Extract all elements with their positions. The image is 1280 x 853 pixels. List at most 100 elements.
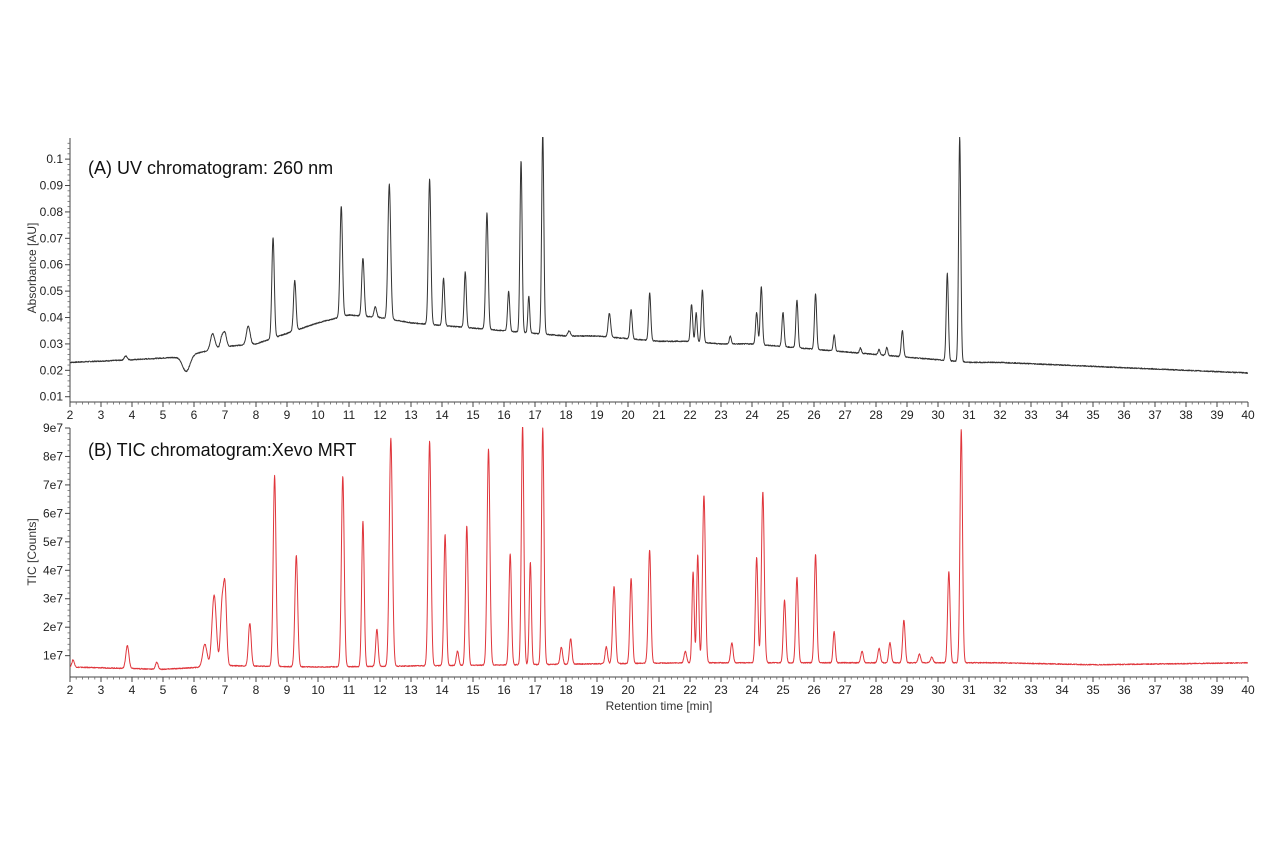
tic-x-tick-label: 13: [404, 683, 418, 697]
tic-x-tick-label: 25: [776, 683, 790, 697]
x-axis-title: Retention time [min]: [606, 699, 713, 713]
tic-y-tick-label: 3e7: [43, 592, 63, 606]
tic-y-tick-label: 7e7: [43, 478, 63, 492]
tic-x-tick-label: 26: [807, 683, 821, 697]
uv-chromatogram-panel: (A) UV chromatogram: 260 nm Absorbance […: [25, 137, 1255, 422]
uv-x-tick-label: 7: [222, 408, 229, 422]
tic-x-tick-label: 27: [838, 683, 852, 697]
tic-x-tick-label: 37: [1148, 683, 1162, 697]
uv-x-tick-label: 25: [776, 408, 790, 422]
tic-y-tick-label: 8e7: [43, 449, 63, 463]
uv-y-tick-label: 0.05: [40, 284, 64, 298]
tic-x-tick-label: 16: [497, 683, 511, 697]
uv-y-tick-label: 0.1: [46, 152, 63, 166]
tic-y-tick-label: 4e7: [43, 563, 63, 577]
uv-x-tick-label: 27: [838, 408, 852, 422]
tic-x-tick-label: 24: [745, 683, 759, 697]
uv-x-tick-label: 13: [404, 408, 418, 422]
uv-x-tick-label: 9: [284, 408, 291, 422]
tic-x-tick-label: 18: [559, 683, 573, 697]
uv-x-tick-label: 38: [1179, 408, 1193, 422]
uv-x-tick-label: 6: [191, 408, 198, 422]
uv-x-tick-label: 23: [714, 408, 728, 422]
uv-x-tick-label: 16: [497, 408, 511, 422]
tic-x-tick-label: 36: [1117, 683, 1131, 697]
tic-x-tick-label: 9: [284, 683, 291, 697]
tic-x-tick-label: 11: [343, 683, 356, 697]
uv-y-tick-label: 0.01: [40, 390, 64, 404]
tic-x-tick-label: 15: [466, 683, 480, 697]
uv-x-tick-label: 12: [373, 408, 387, 422]
tic-x-tick-label: 19: [590, 683, 604, 697]
tic-x-tick-label: 38: [1179, 683, 1193, 697]
uv-y-tick-label: 0.06: [40, 258, 64, 272]
tic-x-tick-label: 23: [714, 683, 728, 697]
uv-x-tick-label: 8: [253, 408, 260, 422]
uv-x-tick-label: 31: [962, 408, 976, 422]
uv-x-tick-label: 37: [1148, 408, 1162, 422]
tic-x-tick-label: 28: [869, 683, 883, 697]
tic-x-tick-label: 31: [962, 683, 976, 697]
uv-x-tick-label: 4: [129, 408, 136, 422]
uv-x-tick-label: 3: [98, 408, 105, 422]
uv-x-tick-label: 40: [1241, 408, 1255, 422]
uv-x-tick-label: 39: [1210, 408, 1224, 422]
uv-y-tick-label: 0.09: [40, 179, 64, 193]
uv-x-tick-label: 15: [466, 408, 480, 422]
uv-x-tick-label: 19: [590, 408, 604, 422]
tic-x-tick-label: 4: [129, 683, 136, 697]
tic-x-tick-label: 29: [900, 683, 914, 697]
tic-x-tick-label: 2: [67, 683, 74, 697]
uv-y-tick-label: 0.03: [40, 337, 64, 351]
uv-x-tick-label: 24: [745, 408, 759, 422]
uv-x-tick-label: 11: [343, 408, 356, 422]
uv-x-tick-label: 28: [869, 408, 883, 422]
uv-x-tick-label: 29: [900, 408, 914, 422]
tic-panel-title: (B) TIC chromatogram:Xevo MRT: [88, 440, 356, 460]
tic-y-tick-label: 5e7: [43, 535, 63, 549]
uv-y-tick-label: 0.08: [40, 205, 64, 219]
uv-x-tick-label: 10: [311, 408, 325, 422]
uv-y-tick-label: 0.02: [40, 363, 64, 377]
uv-x-tick-label: 36: [1117, 408, 1131, 422]
uv-x-tick-label: 21: [652, 408, 666, 422]
tic-y-axis-title: TIC [Counts]: [25, 518, 39, 585]
tic-x-tick-label: 12: [373, 683, 387, 697]
uv-x-tick-label: 14: [435, 408, 449, 422]
uv-x-tick-label: 18: [559, 408, 573, 422]
uv-x-tick-label: 34: [1055, 408, 1069, 422]
tic-x-tick-label: 7: [222, 683, 229, 697]
tic-x-tick-label: 33: [1024, 683, 1038, 697]
tic-x-tick-label: 30: [931, 683, 945, 697]
uv-x-tick-label: 32: [993, 408, 1007, 422]
tic-x-tick-label: 35: [1086, 683, 1100, 697]
uv-x-tick-label: 5: [160, 408, 167, 422]
tic-x-tick-label: 6: [191, 683, 198, 697]
tic-x-tick-label: 17: [528, 683, 542, 697]
uv-y-tick-label: 0.04: [40, 311, 64, 325]
uv-trace-line: [70, 137, 1248, 374]
tic-y-tick-label: 2e7: [43, 620, 63, 634]
tic-x-tick-label: 3: [98, 683, 105, 697]
tic-x-tick-label: 39: [1210, 683, 1224, 697]
tic-x-tick-label: 20: [621, 683, 635, 697]
tic-x-tick-label: 34: [1055, 683, 1069, 697]
tic-x-tick-label: 14: [435, 683, 449, 697]
uv-x-tick-label: 20: [621, 408, 635, 422]
uv-x-tick-label: 30: [931, 408, 945, 422]
uv-x-tick-label: 35: [1086, 408, 1100, 422]
tic-x-tick-label: 8: [253, 683, 260, 697]
tic-y-tick-label: 9e7: [43, 421, 63, 435]
uv-x-tick-label: 33: [1024, 408, 1038, 422]
tic-x-tick-label: 21: [652, 683, 666, 697]
tic-x-tick-label: 40: [1241, 683, 1255, 697]
tic-x-tick-label: 5: [160, 683, 167, 697]
uv-x-tick-label: 26: [807, 408, 821, 422]
uv-x-tick-label: 2: [67, 408, 74, 422]
tic-x-tick-label: 10: [311, 683, 325, 697]
tic-y-tick-label: 1e7: [43, 649, 63, 663]
tic-chromatogram-panel: (B) TIC chromatogram:Xevo MRT TIC [Count…: [25, 421, 1255, 713]
tic-x-tick-label: 22: [683, 683, 697, 697]
uv-panel-title: (A) UV chromatogram: 260 nm: [88, 158, 333, 178]
